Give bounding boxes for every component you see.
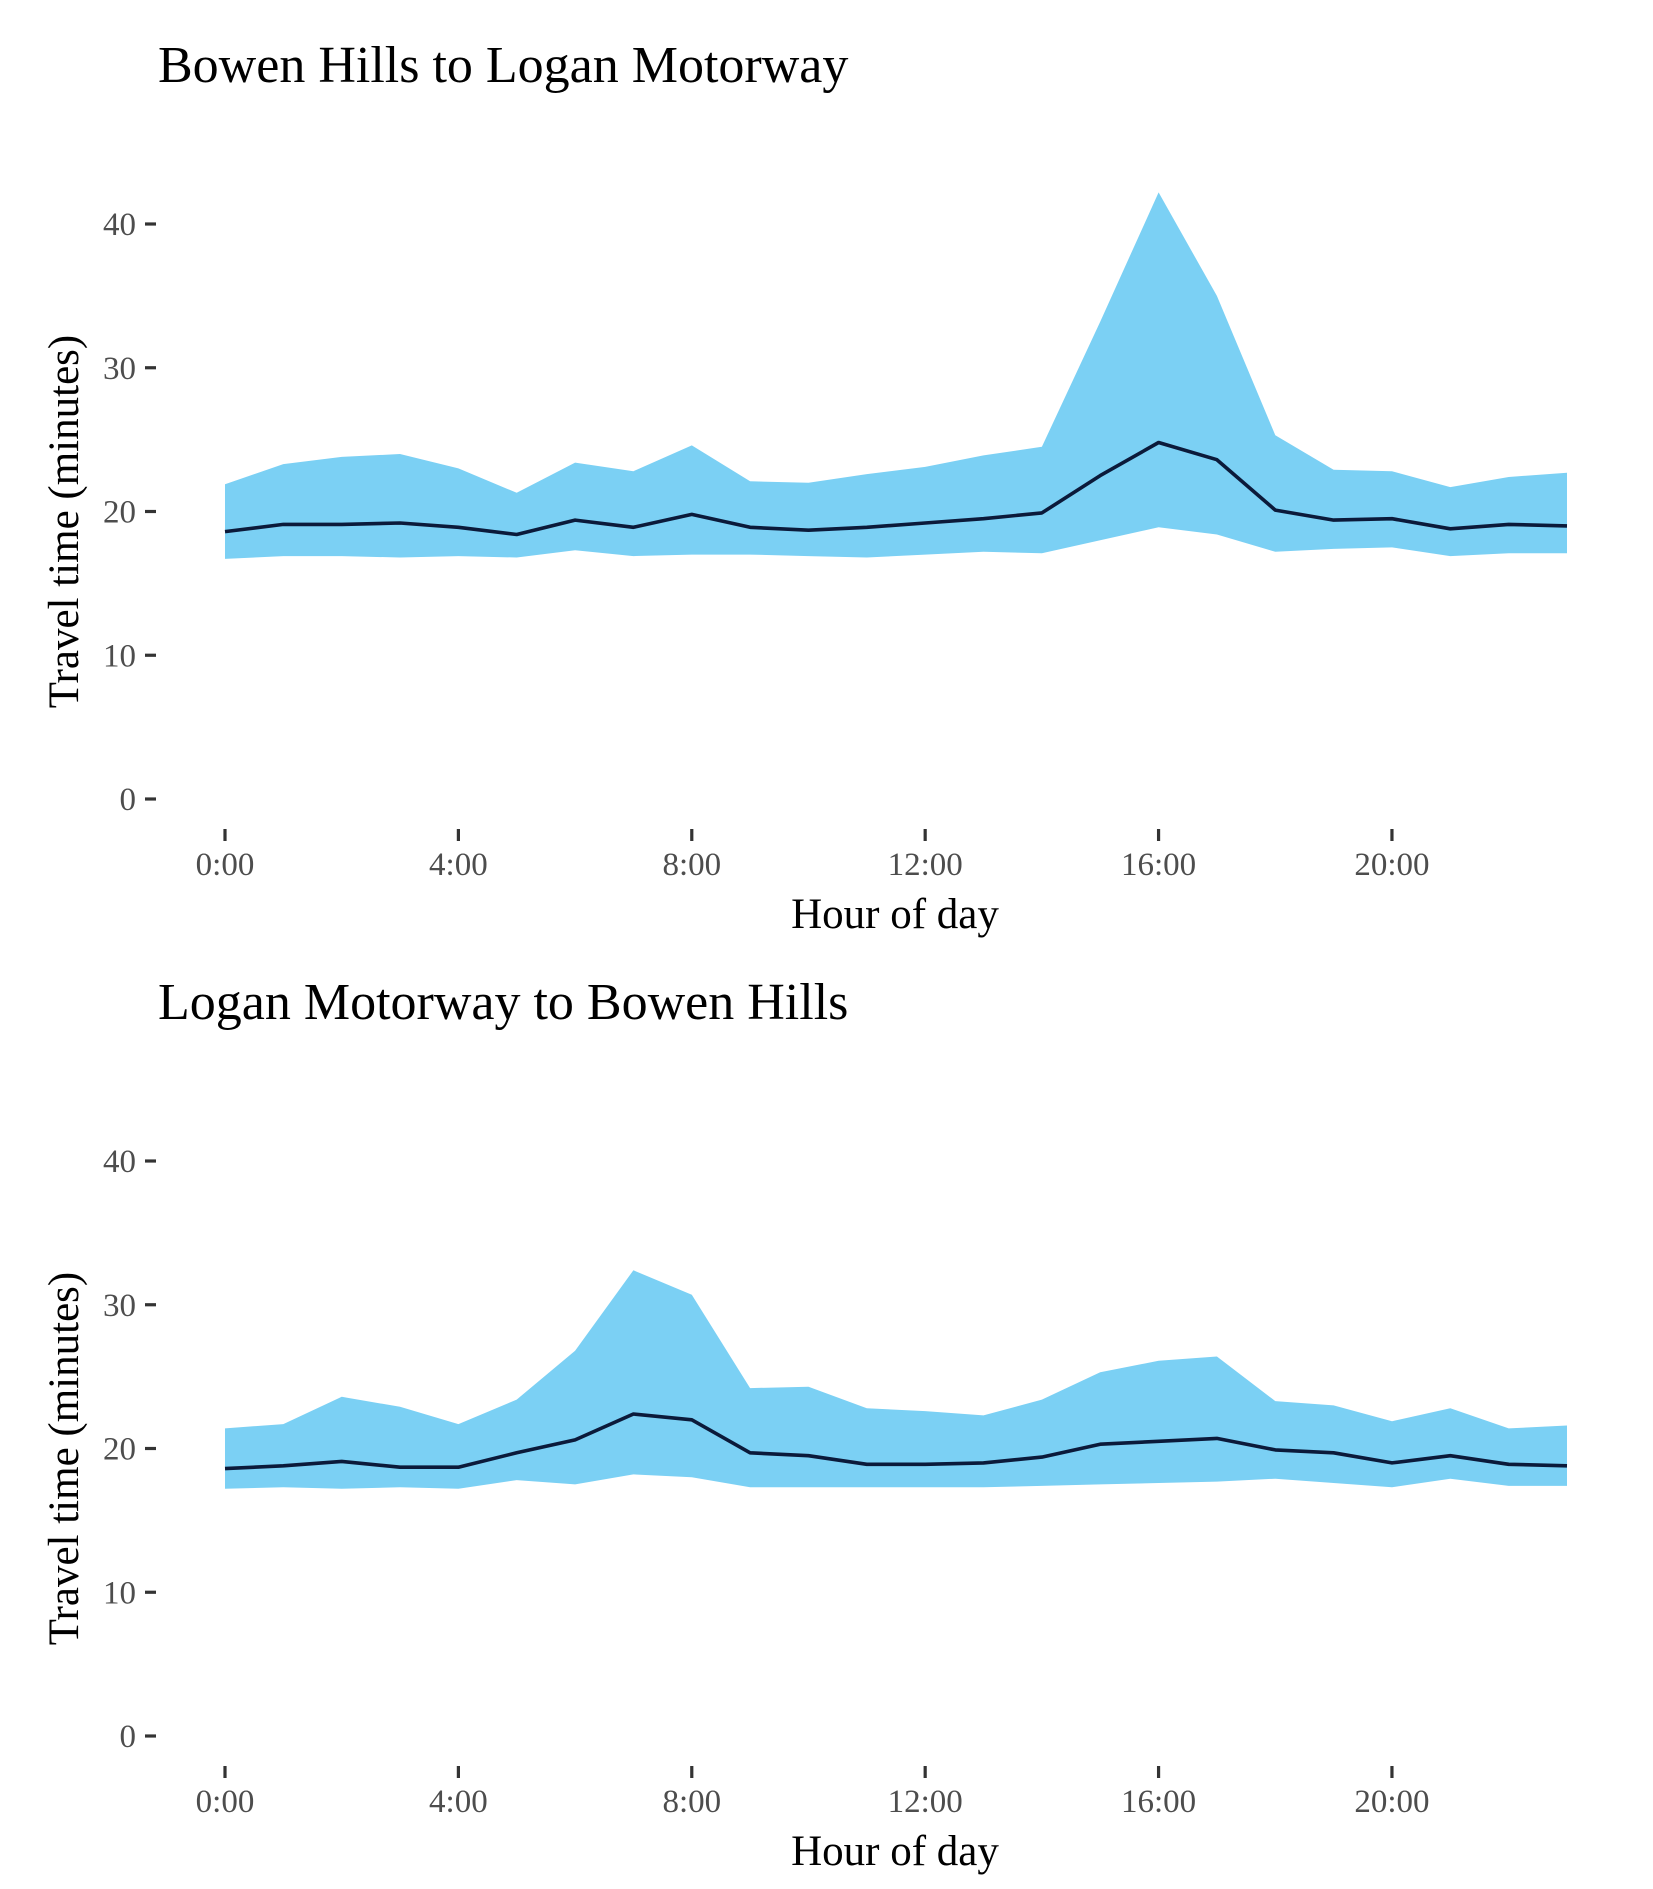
x-axis-title: Hour of day	[791, 1828, 999, 1875]
y-tick-label: 20	[103, 1432, 136, 1468]
x-tick-label: 16:00	[1121, 847, 1196, 883]
y-tick-label: 10	[103, 638, 136, 674]
x-axis-title: Hour of day	[791, 891, 999, 938]
y-tick-label: 30	[103, 1288, 136, 1324]
chart-title: Bowen Hills to Logan Motorway	[158, 37, 848, 94]
y-axis-title: Travel time (minutes)	[41, 335, 88, 708]
x-tick-label: 20:00	[1354, 847, 1429, 883]
y-tick-label: 30	[103, 351, 136, 387]
travel-time-range-band	[225, 192, 1567, 559]
median-travel-time-line	[224, 1412, 1568, 1471]
x-tick-label: 8:00	[662, 1784, 721, 1820]
travel-time-range-band	[225, 1270, 1567, 1489]
chart-panel-logan-to-bowen: Logan Motorway to Bowen Hills 010203040 …	[41, 974, 1568, 1875]
x-axis: 0:00 4:00 8:00 12:00 16:00 20:00	[196, 829, 1430, 883]
x-tick-label: 4:00	[429, 1784, 488, 1820]
chart-panel-bowen-to-logan: Bowen Hills to Logan Motorway 010203040 …	[41, 37, 1568, 938]
x-tick-label: 8:00	[662, 847, 721, 883]
y-tick-label: 10	[103, 1575, 136, 1611]
median-travel-time-line	[224, 440, 1568, 537]
y-axis-title: Travel time (minutes)	[41, 1272, 88, 1645]
y-tick-label: 20	[103, 495, 136, 531]
y-axis: 0 10 20 30 40	[103, 207, 156, 818]
x-tick-label: 12:00	[888, 1784, 963, 1820]
x-axis: 0:00 4:00 8:00 12:00 16:00 20:00	[196, 1766, 1430, 1820]
x-tick-label: 12:00	[888, 847, 963, 883]
x-tick-label: 20:00	[1354, 1784, 1429, 1820]
chart-title: Logan Motorway to Bowen Hills	[158, 974, 848, 1031]
y-tick-label: 40	[103, 207, 136, 243]
y-axis: 0 10 20 30 40	[103, 1144, 156, 1755]
y-tick-label: 40	[103, 1144, 136, 1180]
y-tick-label: 0	[120, 782, 137, 818]
x-tick-label: 0:00	[196, 847, 255, 883]
x-tick-label: 16:00	[1121, 1784, 1196, 1820]
x-tick-label: 0:00	[196, 1784, 255, 1820]
x-tick-label: 4:00	[429, 847, 488, 883]
y-tick-label: 0	[120, 1719, 137, 1755]
